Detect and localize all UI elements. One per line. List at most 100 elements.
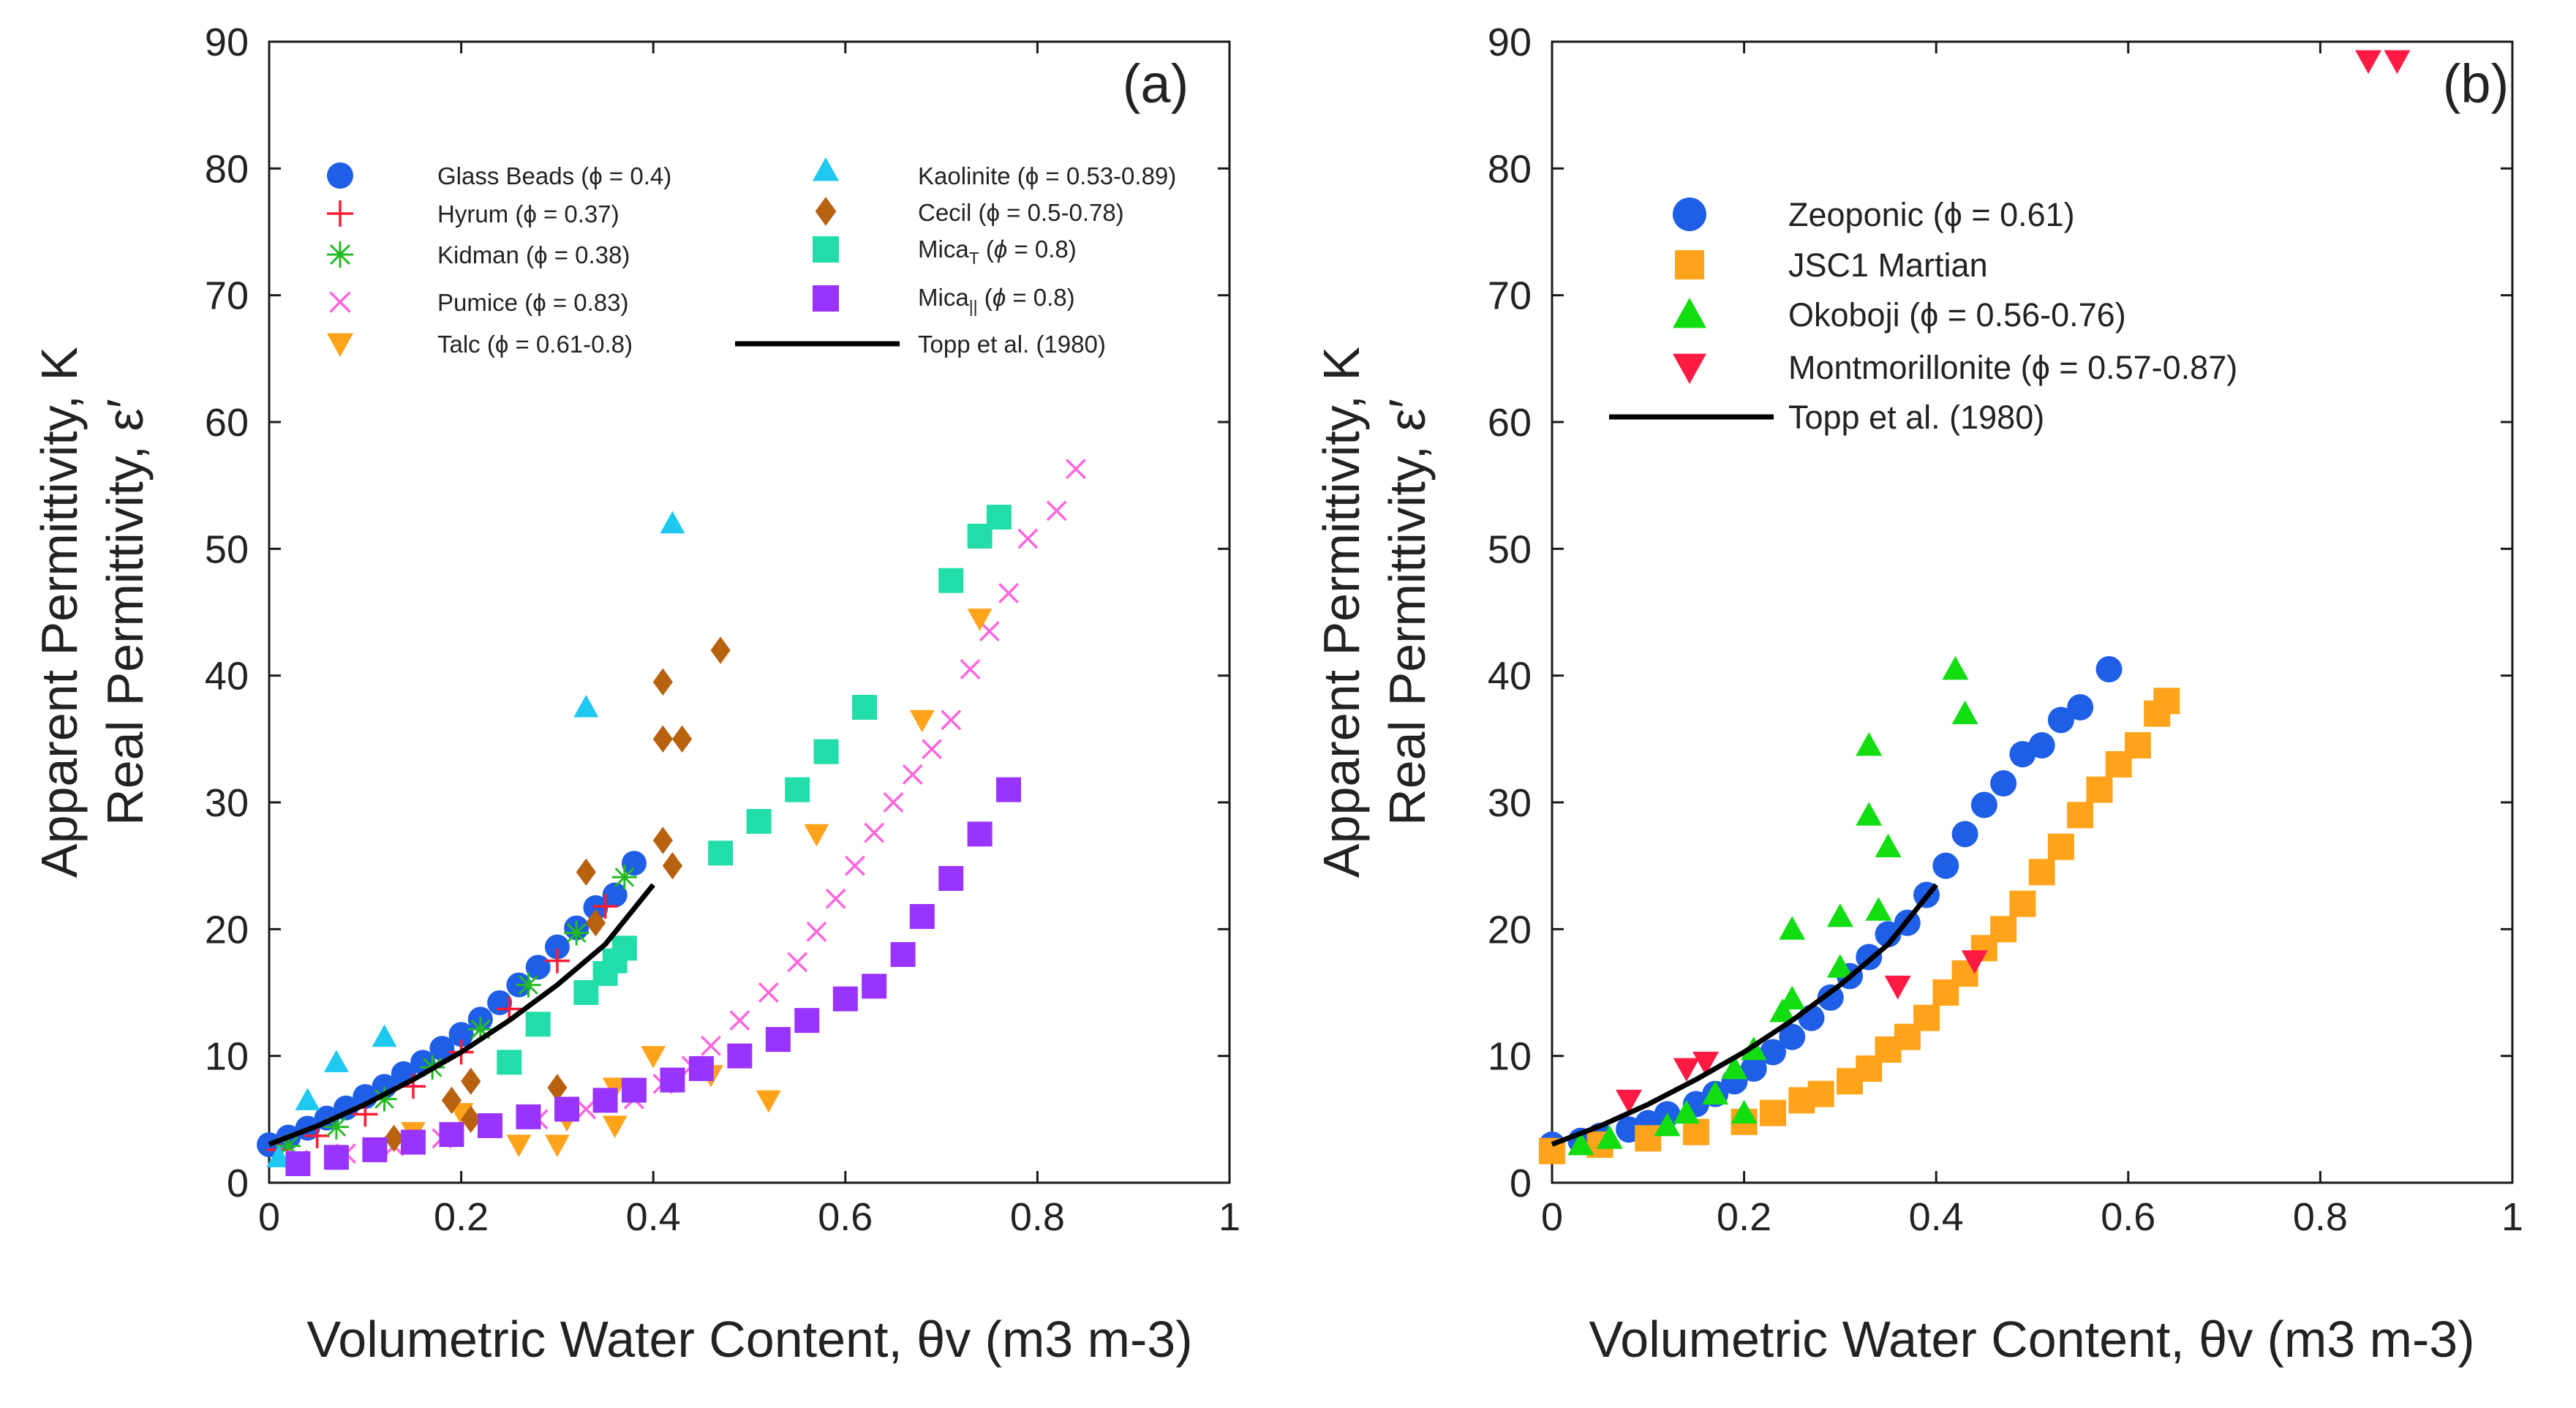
legend-a-7-label: MicaT (ϕ = 0.8)	[918, 236, 1077, 268]
series-7-point	[746, 809, 772, 834]
panel-a-ylabel-line1: Apparent Permittivity, K	[31, 347, 88, 878]
series-8-point	[862, 974, 887, 999]
series-3-point	[2384, 50, 2411, 75]
series-2-point	[1730, 1099, 1758, 1124]
y-tick-label: 30	[1488, 781, 1532, 825]
x-tick-label: 0.6	[2101, 1195, 2155, 1239]
series-2-point	[1856, 732, 1883, 756]
legend-b-1: JSC1 Martian	[1675, 246, 1988, 284]
legend-a-2: Kidman (ϕ = 0.38)	[327, 241, 630, 268]
series-8-point	[554, 1096, 580, 1122]
x-tick-label: 1	[1219, 1195, 1240, 1239]
series-8-point	[439, 1122, 464, 1148]
y-tick-label: 80	[1488, 147, 1532, 191]
asterisk-marker-icon	[327, 241, 353, 268]
series-2-point	[1702, 1080, 1729, 1105]
legend-a-8: Mica|| (ϕ = 0.8)	[813, 284, 1075, 316]
legend-a-4: Talc (ϕ = 0.61-0.8)	[327, 331, 633, 358]
diamond-marker-icon	[815, 197, 837, 226]
y-tick-label: 40	[1488, 655, 1532, 699]
series-2-point	[1721, 1055, 1748, 1080]
series-4-point	[506, 1134, 532, 1157]
legend-a-9-label: Topp et al. (1980)	[918, 331, 1106, 358]
series-4-point	[756, 1090, 781, 1113]
series-1-point	[1635, 1125, 1662, 1152]
series-3-point	[1616, 1089, 1643, 1114]
series-8-point	[938, 866, 964, 891]
series-4-point	[544, 1134, 570, 1157]
series-3-point	[806, 921, 827, 942]
series-6-point	[461, 1105, 481, 1134]
series-2-point	[1856, 802, 1883, 826]
series-6-point	[671, 725, 693, 753]
panel-b-label: (b)	[2443, 53, 2509, 114]
series-3-point	[1017, 528, 1039, 549]
series-0-point	[621, 851, 647, 876]
series-8-point	[621, 1077, 647, 1103]
panel-a-points	[257, 459, 1086, 1176]
series-3-point	[758, 982, 779, 1003]
series-8-point	[516, 1104, 541, 1129]
x-tick-label: 0.2	[1717, 1195, 1771, 1239]
series-1-point	[2047, 833, 2074, 860]
series-2-point	[1596, 1125, 1623, 1149]
series-0-point	[1759, 1039, 1786, 1066]
series-0-point	[525, 955, 551, 980]
legend-a-8-label: Mica|| (ϕ = 0.8)	[918, 284, 1075, 316]
series-2-point	[1875, 833, 1902, 858]
panel-b-xlabel: Volumetric Water Content, θv (m3 m-3)	[1589, 1311, 2474, 1368]
series-4-point	[909, 709, 935, 733]
series-6-point	[710, 636, 731, 664]
series-3-point	[902, 764, 923, 785]
legend-a-1-label: Hyrum (ϕ = 0.37)	[437, 200, 619, 227]
series-2-point	[1673, 1099, 1700, 1124]
x-tick-label: 0.4	[1909, 1195, 1964, 1239]
legend-b-1-label: JSC1 Martian	[1788, 246, 1988, 284]
series-5-point	[573, 695, 599, 718]
series-0-point	[2028, 732, 2055, 758]
series-0-point	[2047, 707, 2074, 734]
series-5-point	[372, 1024, 397, 1047]
x-tick-label: 0.4	[626, 1195, 681, 1239]
series-1-point	[2067, 802, 2094, 829]
y-tick-label: 70	[205, 274, 249, 318]
series-6-point	[441, 1086, 462, 1115]
series-1-point	[2153, 688, 2180, 715]
series-3-point	[825, 888, 846, 909]
series-0-point	[448, 1022, 474, 1047]
series-0-point	[2095, 656, 2123, 682]
plus-marker-icon	[327, 200, 353, 227]
series-3-point	[700, 1035, 721, 1056]
series-4-point	[602, 1115, 628, 1138]
series-0-point	[602, 882, 628, 908]
series-7-point	[938, 568, 964, 593]
topp-curve-line	[1551, 883, 1938, 1147]
series-7-point	[986, 505, 1012, 530]
series-2-point	[516, 972, 541, 998]
legend-a-1: Hyrum (ϕ = 0.37)	[327, 200, 619, 227]
series-1-point	[1990, 916, 2017, 943]
series-3-point	[960, 659, 981, 679]
panel-a-label: (a)	[1123, 53, 1189, 114]
series-0-point	[1875, 921, 1902, 948]
series-3-point	[1065, 459, 1086, 480]
legend-a-3-label: Pumice (ϕ = 0.83)	[437, 289, 629, 316]
y-tick-label: 20	[1488, 908, 1532, 952]
series-4-point	[641, 1046, 666, 1069]
cross-marker-icon	[329, 291, 351, 313]
panel-b-legend: Zeoponic (ϕ = 0.61) JSC1 Martian Okoboji…	[1609, 196, 2237, 436]
x-tick-label: 1	[2501, 1195, 2523, 1239]
series-1-point	[592, 894, 618, 919]
x-tick-label: 0.6	[818, 1195, 873, 1239]
series-2-point	[1942, 656, 1969, 680]
circle-marker-icon	[1673, 197, 1706, 231]
legend-b-4-label: Topp et al. (1980)	[1788, 399, 2044, 436]
x-tick-label: 0.2	[434, 1195, 489, 1239]
series-1-point	[1807, 1080, 1834, 1107]
series-3-point	[1884, 975, 1911, 1000]
series-0-point	[2067, 694, 2094, 720]
y-tick-label: 50	[205, 527, 249, 571]
series-6-point	[384, 1124, 404, 1153]
